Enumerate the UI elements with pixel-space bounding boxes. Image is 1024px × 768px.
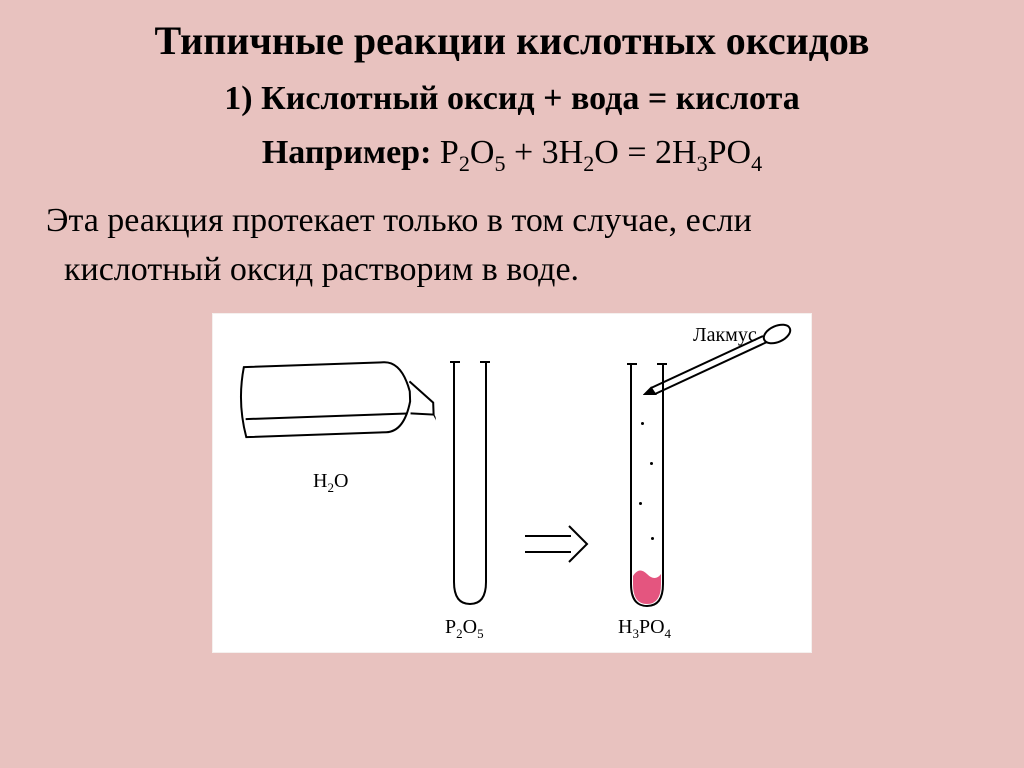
eq-o2: O — [594, 134, 619, 171]
figure: H2O P2O5 — [212, 313, 812, 653]
eq-o: O — [470, 134, 495, 171]
h3po4-4: 4 — [665, 626, 672, 641]
h2o-o: O — [334, 470, 348, 492]
drop-dot — [650, 462, 653, 465]
page-title: Типичные реакции кислотных оксидов — [40, 18, 984, 64]
water-bottle-icon — [233, 340, 437, 457]
figure-wrap: H2O P2O5 — [40, 313, 984, 653]
eq-equals: = — [619, 134, 655, 171]
eq-sub-3: 3 — [697, 150, 708, 175]
rule-prefix: 1) — [224, 80, 261, 117]
drop-dot — [639, 502, 642, 505]
reaction-rule: 1) Кислотный оксид + вода = кислота — [40, 78, 984, 121]
tube1-label: P2O5 — [445, 616, 484, 642]
h2o-h: H — [313, 470, 327, 492]
eq-sub-2b: 2 — [583, 150, 594, 175]
body-text: Эта реакция протекает только в том случа… — [40, 196, 984, 295]
p2o5-5: 5 — [477, 626, 484, 641]
test-tube-2-icon — [625, 362, 669, 610]
dropper-label: Лакмус — [693, 324, 757, 347]
eq-coef-2: 2 — [655, 134, 672, 171]
bottle-label: H2O — [313, 470, 348, 496]
arrow-right-icon — [521, 524, 591, 564]
tube2-label: H3PO4 — [618, 616, 671, 642]
h3po4-po: PO — [639, 616, 665, 638]
body-line-1: Эта реакция протекает только в том случа… — [46, 202, 752, 239]
eq-plus: + — [505, 134, 541, 171]
p2o5-p: P — [445, 616, 456, 638]
drop-dot — [641, 422, 644, 425]
eq-coef-3: 3 — [542, 134, 559, 171]
eq-sub-4: 4 — [751, 150, 762, 175]
eq-h: H — [559, 134, 584, 171]
test-tube-1-icon — [448, 360, 492, 608]
example-line: Например: P2O5 + 3H2O = 2H3PO4 — [40, 131, 984, 179]
rule-text: Кислотный оксид + вода = кислота — [261, 80, 800, 117]
h3po4-h: H — [618, 616, 632, 638]
p2o5-o: O — [463, 616, 477, 638]
drop-dot — [651, 537, 654, 540]
body-line-2: кислотный оксид растворим в воде. — [46, 245, 984, 294]
eq-sub-2: 2 — [459, 150, 470, 175]
eq-sub-5: 5 — [494, 150, 505, 175]
eq-h2: H — [672, 134, 697, 171]
eq-po: PO — [708, 134, 751, 171]
eq-p: P — [440, 134, 459, 171]
example-label: Например: — [262, 134, 432, 171]
equation: P2O5 + 3H2O = 2H3PO4 — [440, 134, 762, 171]
